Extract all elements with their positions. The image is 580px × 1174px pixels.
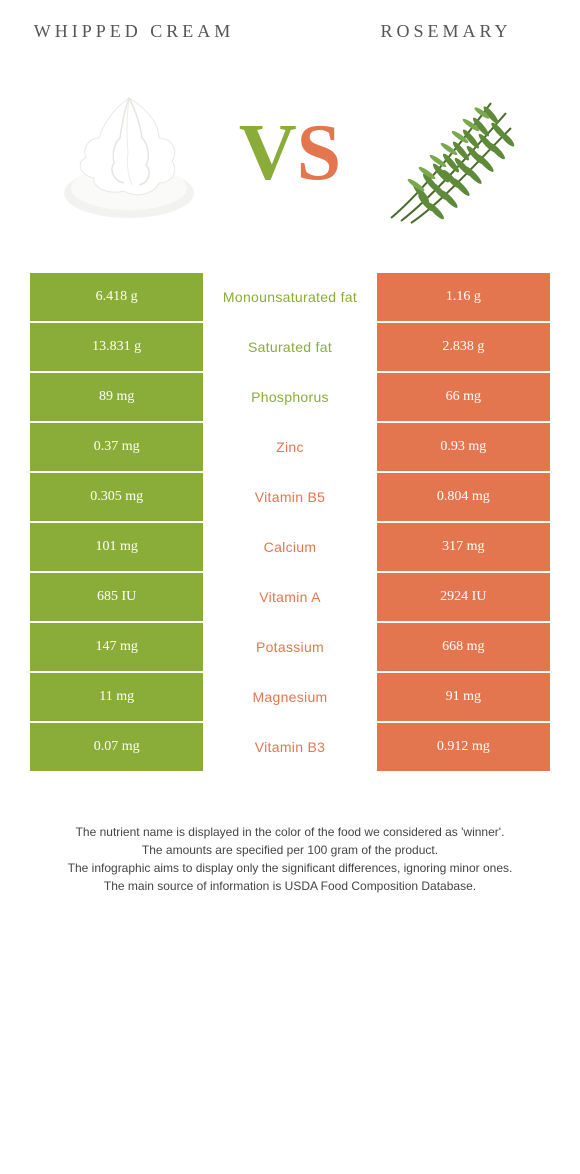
footer-line-1: The nutrient name is displayed in the co… <box>30 823 550 841</box>
footer-line-4: The main source of information is USDA F… <box>30 877 550 895</box>
footer-line-2: The amounts are specified per 100 gram o… <box>30 841 550 859</box>
right-value: 0.93 mg <box>377 423 550 473</box>
left-value: 0.07 mg <box>30 723 203 773</box>
right-value: 2.838 g <box>377 323 550 373</box>
left-value: 11 mg <box>30 673 203 723</box>
table-row: 0.07 mgVitamin B30.912 mg <box>30 723 550 773</box>
nutrient-label: Vitamin B3 <box>203 723 376 773</box>
right-value: 66 mg <box>377 373 550 423</box>
nutrient-label: Zinc <box>203 423 376 473</box>
vs-v-letter: V <box>239 113 297 193</box>
right-value: 317 mg <box>377 523 550 573</box>
left-value: 13.831 g <box>30 323 203 373</box>
left-value: 147 mg <box>30 623 203 673</box>
table-row: 685 IUVitamin A2924 IU <box>30 573 550 623</box>
footer-line-3: The infographic aims to display only the… <box>30 859 550 877</box>
footer-notes: The nutrient name is displayed in the co… <box>30 823 550 895</box>
vs-s-letter: S <box>297 113 342 193</box>
vs-label: VS <box>228 113 353 193</box>
right-value: 91 mg <box>377 673 550 723</box>
header: Whipped cream Rosemary <box>30 20 550 43</box>
table-row: 6.418 gMonounsaturated fat1.16 g <box>30 273 550 323</box>
nutrient-label: Vitamin B5 <box>203 473 376 523</box>
table-row: 89 mgPhosphorus66 mg <box>30 373 550 423</box>
right-value: 2924 IU <box>377 573 550 623</box>
nutrient-label: Potassium <box>203 623 376 673</box>
table-row: 11 mgMagnesium91 mg <box>30 673 550 723</box>
table-row: 101 mgCalcium317 mg <box>30 523 550 573</box>
right-value: 0.804 mg <box>377 473 550 523</box>
left-value: 0.37 mg <box>30 423 203 473</box>
left-food-title: Whipped cream <box>30 20 238 43</box>
nutrient-label: Saturated fat <box>203 323 376 373</box>
nutrient-label: Calcium <box>203 523 376 573</box>
left-value: 101 mg <box>30 523 203 573</box>
table-row: 0.37 mgZinc0.93 mg <box>30 423 550 473</box>
nutrient-label: Phosphorus <box>203 373 376 423</box>
table-row: 147 mgPotassium668 mg <box>30 623 550 673</box>
right-food-title: Rosemary <box>342 20 550 43</box>
left-value: 685 IU <box>30 573 203 623</box>
right-value: 0.912 mg <box>377 723 550 773</box>
right-value: 668 mg <box>377 623 550 673</box>
right-value: 1.16 g <box>377 273 550 323</box>
table-row: 13.831 gSaturated fat2.838 g <box>30 323 550 373</box>
nutrient-label: Magnesium <box>203 673 376 723</box>
images-row: VS <box>30 63 550 243</box>
rosemary-image <box>352 73 550 233</box>
left-value: 89 mg <box>30 373 203 423</box>
nutrient-label: Vitamin A <box>203 573 376 623</box>
nutrient-label: Monounsaturated fat <box>203 273 376 323</box>
left-value: 6.418 g <box>30 273 203 323</box>
whipped-cream-image <box>30 83 228 223</box>
left-value: 0.305 mg <box>30 473 203 523</box>
comparison-table: 6.418 gMonounsaturated fat1.16 g13.831 g… <box>30 273 550 773</box>
table-row: 0.305 mgVitamin B50.804 mg <box>30 473 550 523</box>
